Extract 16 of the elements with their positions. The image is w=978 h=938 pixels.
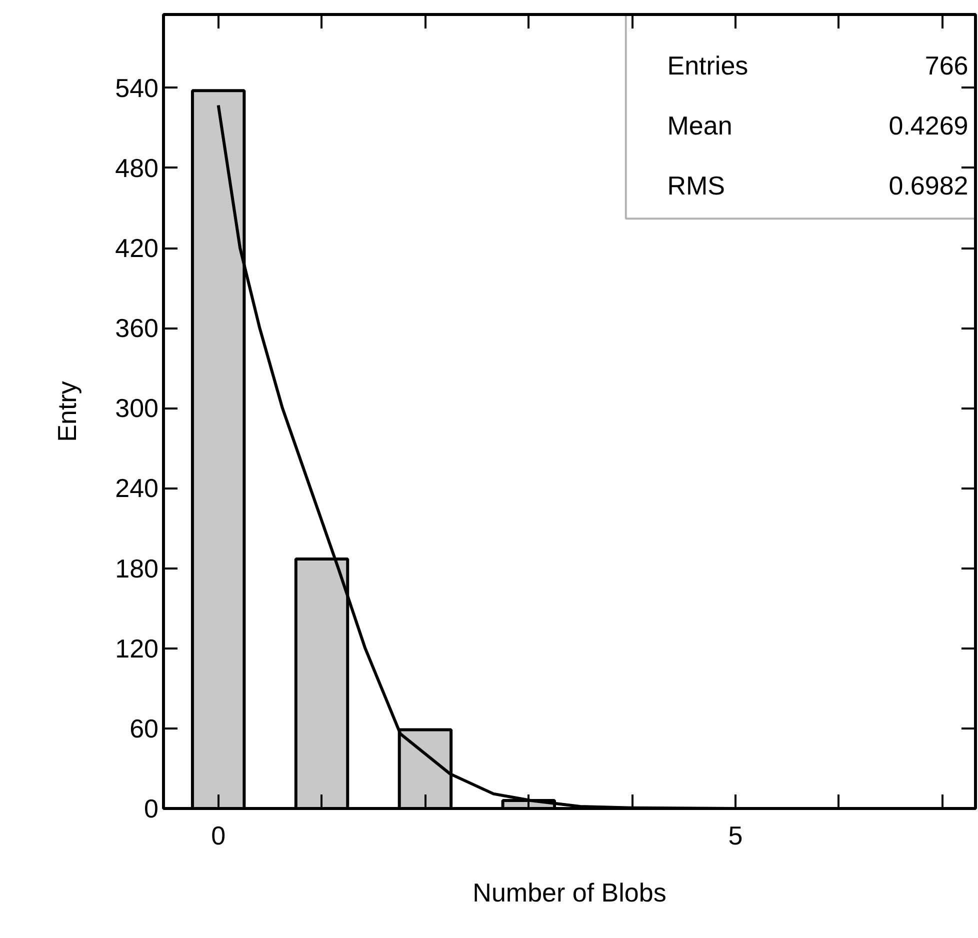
y-tick-label: 540: [115, 72, 159, 103]
y-tick-label: 360: [115, 313, 159, 344]
text: RMS 0.6982: [667, 170, 968, 201]
y-tick-label: 0: [144, 794, 159, 824]
y-tick-label: 120: [115, 633, 159, 664]
x-tick-label: 5: [728, 820, 743, 850]
x-axis-title: Number of Blobs: [472, 878, 666, 908]
text: Mean 0.4269: [667, 110, 968, 141]
y-axis-title: Entry: [52, 381, 82, 442]
text: Entries 766: [667, 50, 968, 81]
y-tick-label: 420: [115, 233, 159, 264]
y-tick-label: 480: [115, 152, 159, 183]
y-tick-label: 180: [115, 553, 159, 584]
y-tick-label: 300: [115, 393, 159, 424]
y-tick-label: 240: [115, 473, 159, 504]
y-tick-label: 60: [130, 713, 158, 744]
